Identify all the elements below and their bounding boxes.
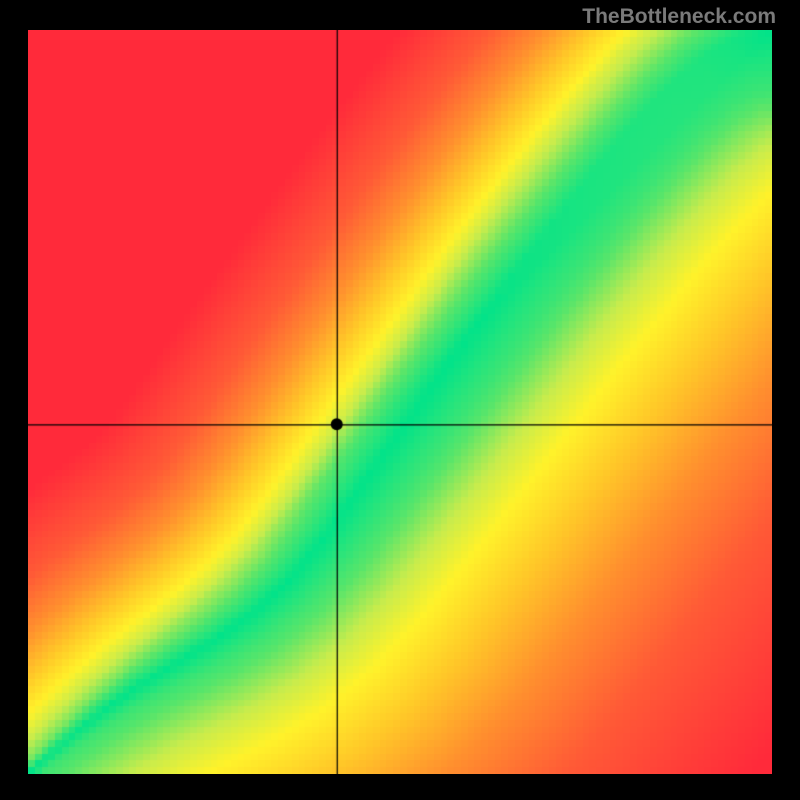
heatmap-canvas [28, 30, 772, 774]
heatmap-plot [28, 30, 772, 774]
watermark-text: TheBottleneck.com [582, 5, 776, 29]
chart-container: TheBottleneck.com [0, 0, 800, 800]
